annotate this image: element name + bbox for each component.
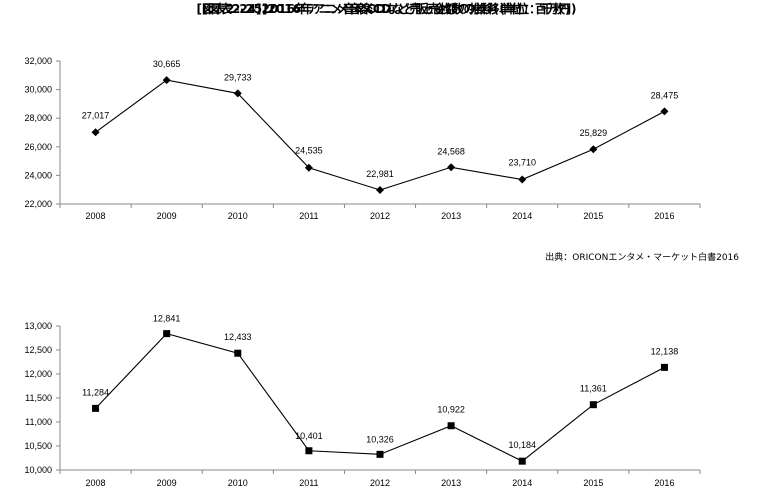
source-note: 出典：ORICONエンタメ・マーケット白書2016 (545, 253, 739, 263)
chart1-x-tick-label: 2009 (157, 211, 177, 221)
chart2-data-label-2009: 12,841 (153, 314, 181, 324)
chart1-x-tick-label: 2008 (86, 211, 106, 221)
chart2-data-label-2016: 12,138 (651, 346, 679, 356)
chart1-y-tick-label: 22,000 (24, 199, 52, 209)
chart1-point-2012 (376, 185, 384, 194)
chart2-point-2014 (518, 457, 526, 465)
chart2-data-label-2015: 11,361 (580, 384, 607, 394)
chart1-data-label-2011: 24,535 (295, 146, 323, 156)
chart2-point-2008 (92, 404, 100, 412)
chart1-data-label-2010: 29,733 (224, 72, 252, 82)
chart1-point-2009 (162, 76, 171, 85)
chart2-data-label-2008: 11,284 (82, 387, 109, 397)
chart2-x-tick-label: 2011 (299, 478, 318, 488)
chart2-y-tick-label: 12,000 (24, 369, 52, 379)
chart2-x-tick-label: 2016 (654, 478, 674, 488)
chart2-point-2016 (660, 363, 668, 371)
chart2-x-tick-label: 2010 (228, 478, 248, 488)
chart1-point-2014 (518, 175, 527, 184)
chart1-point-2016 (660, 107, 669, 116)
chart1-title: [図表2-24]2016年アニメ音楽CDなど売上金額の推移(単位：百万円) (196, 2, 577, 16)
chart2-y-tick-label: 11,000 (25, 417, 52, 427)
chart1-data-label-2009: 30,665 (153, 59, 181, 69)
chart2-point-2013 (447, 422, 455, 430)
chart2-data-label-2013: 10,922 (437, 405, 465, 415)
chart2-point-2009 (163, 330, 171, 338)
chart2-y-tick-label: 10,500 (24, 441, 52, 451)
chart2-y-tick-label: 12,500 (24, 345, 52, 355)
chart2-data-label-2011: 10,401 (295, 431, 323, 441)
chart1-x-tick-label: 2010 (228, 211, 248, 221)
chart1-x-tick-label: 2016 (654, 211, 674, 221)
chart1-point-2011 (304, 163, 313, 172)
chart1-x-tick-label: 2012 (370, 211, 390, 221)
chart1-data-label-2015: 25,829 (580, 128, 608, 138)
chart1-data-label-2008: 27,017 (82, 110, 110, 120)
chart1-y-tick-label: 32,000 (24, 56, 52, 66)
chart1-data-label-2016: 28,475 (651, 90, 679, 100)
chart2-data-label-2014: 10,184 (508, 440, 536, 450)
chart2-data-label-2010: 12,433 (224, 332, 252, 342)
chart2-x-tick-label: 2013 (441, 478, 461, 488)
chart1-y-tick-label: 28,000 (24, 113, 52, 123)
chart2-x-tick-label: 2012 (370, 478, 390, 488)
chart1-point-2015 (589, 145, 598, 154)
chart2-y-tick-label: 10,000 (24, 465, 52, 475)
chart2-x-tick-label: 2015 (583, 478, 603, 488)
chart2-point-2012 (376, 450, 384, 458)
chart2-x-tick-label: 2009 (157, 478, 177, 488)
chart2-point-2010 (234, 349, 242, 357)
chart2-x-tick-label: 2008 (86, 478, 106, 488)
chart2-x-tick-label: 2014 (512, 478, 532, 488)
chart2-y-tick-label: 11,500 (25, 393, 52, 403)
chart1-data-label-2012: 22,981 (366, 169, 394, 179)
chart1-point-2010 (233, 89, 242, 98)
chart1-x-tick-label: 2013 (441, 211, 461, 221)
chart2-title: [図表2-25]2016年アニメ音楽CDなど販売枚数の推移(単位：千枚) (202, 2, 571, 16)
chart1-data-label-2013: 24,568 (437, 146, 465, 156)
chart1-data-label-2014: 23,710 (508, 158, 536, 168)
chart2-data-label-2012: 10,326 (366, 434, 394, 444)
chart1-x-tick-label: 2015 (583, 211, 603, 221)
chart1-y-tick-label: 26,000 (24, 142, 52, 152)
chart1-y-tick-label: 30,000 (24, 85, 52, 95)
chart2-point-2015 (589, 401, 597, 409)
chart1-y-tick-label: 24,000 (24, 170, 52, 180)
chart2-y-tick-label: 13,000 (24, 321, 52, 331)
chart1-point-2013 (447, 163, 456, 172)
chart1-x-tick-label: 2014 (512, 211, 532, 221)
chart1-point-2008 (91, 128, 100, 137)
chart2-point-2011 (305, 447, 313, 455)
chart1-x-tick-label: 2011 (299, 211, 318, 221)
